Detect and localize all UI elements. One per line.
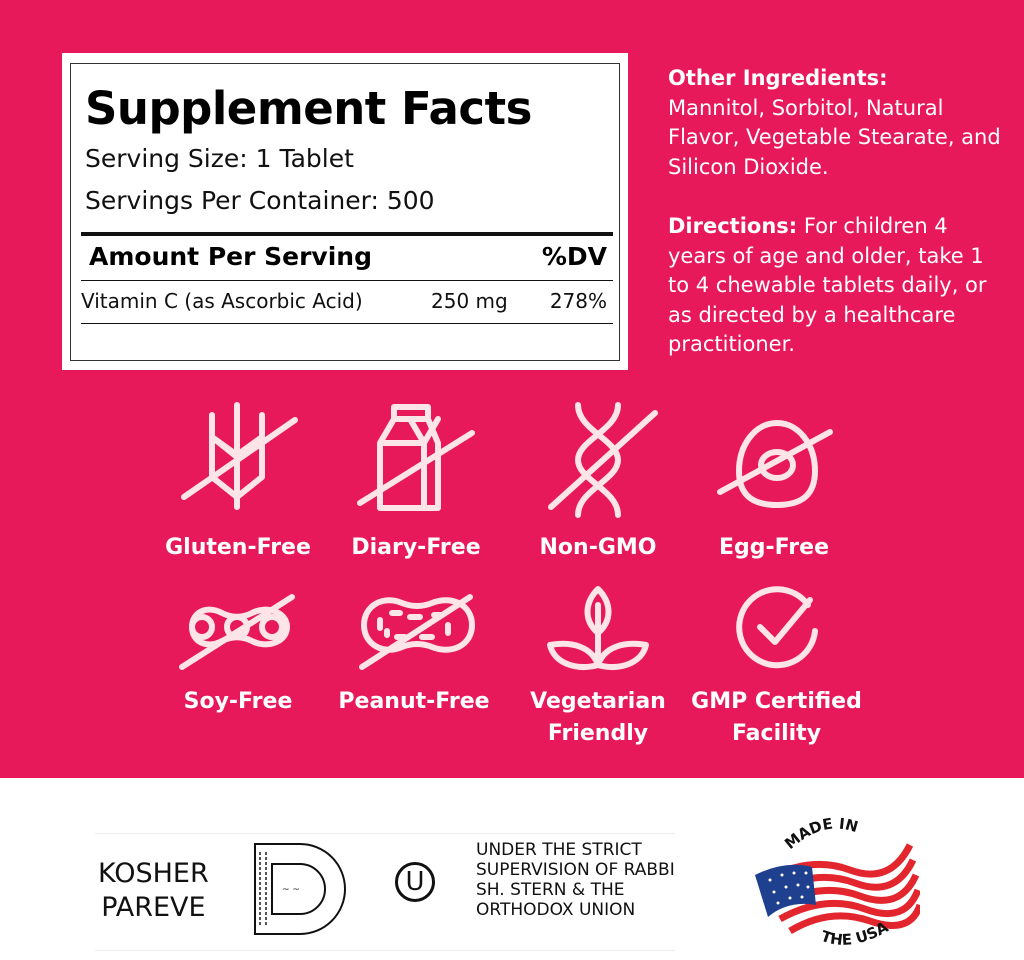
supervision-text: UNDER THE STRICT SUPERVISION OF RABBI SH… — [476, 840, 675, 920]
ingredients-text: Mannitol, Sorbitol, Natural Flavor, Vege… — [668, 95, 1001, 179]
divider — [81, 323, 613, 324]
badge-label: Vegetarian Friendly — [530, 689, 666, 746]
nutrient-name: Vitamin C (as Ascorbic Acid) — [81, 289, 363, 313]
svg-text:THE USA: THE USA — [819, 918, 892, 949]
nutrient-dv: 278% — [549, 289, 607, 313]
egg-crossed-icon — [712, 395, 842, 525]
leaf-plant-icon — [533, 565, 663, 695]
soybean-crossed-icon — [172, 565, 302, 695]
peanut-crossed-icon — [352, 565, 482, 695]
dna-crossed-icon — [533, 395, 663, 525]
the-usa-text: THE USA — [819, 918, 892, 949]
kosher-pareve-label: KOSHER PAREVE — [98, 857, 209, 925]
other-ingredients: Other Ingredients: Mannitol, Sorbitol, N… — [668, 64, 1008, 182]
badge-label: Gluten-Free — [165, 535, 311, 560]
wheat-crossed-icon — [172, 395, 302, 525]
nutrient-amount: 250 mg — [431, 289, 508, 313]
badge-label: Diary-Free — [351, 535, 481, 560]
pareve-text: PAREVE — [101, 892, 206, 923]
directions: Directions: For children 4 years of age … — [668, 212, 988, 360]
amount-per-serving-header: Amount Per Serving — [89, 242, 372, 271]
supplement-facts-panel: Supplement Facts Serving Size: 1 Tablet … — [62, 53, 628, 370]
ingredients-heading: Other Ingredients — [668, 66, 880, 90]
divider — [95, 833, 675, 834]
made-in-text: MADE IN — [781, 815, 860, 853]
divider — [81, 280, 613, 281]
directions-text: For children 4 years of age and older, t… — [668, 214, 987, 356]
check-circle-icon — [712, 565, 842, 695]
kosher-d-seal-icon: ~ ~ — [254, 843, 346, 935]
svg-text:~ ~: ~ ~ — [282, 885, 300, 895]
svg-text:MADE IN: MADE IN — [781, 815, 860, 853]
dv-header: %DV — [541, 242, 607, 271]
kosher-text: KOSHER — [98, 858, 209, 889]
directions-heading: Directions: — [668, 214, 798, 238]
badge-label: Egg-Free — [719, 535, 829, 560]
facts-title: Supplement Facts — [85, 82, 532, 135]
badge-label: Non-GMO — [539, 535, 657, 560]
thick-divider — [81, 232, 613, 236]
badge-label: GMP Certified Facility — [691, 689, 862, 746]
divider — [95, 950, 675, 951]
ou-kosher-symbol-icon: U — [395, 862, 435, 902]
badge-label: Peanut-Free — [338, 689, 490, 714]
serving-size: Serving Size: 1 Tablet — [85, 144, 354, 173]
made-in-usa-flag-icon: MADE IN THE USA — [755, 815, 920, 949]
badge-label: Soy-Free — [183, 689, 293, 714]
servings-per-container: Servings Per Container: 500 — [85, 186, 435, 215]
milk-carton-crossed-icon — [352, 395, 482, 525]
ingredients-colon: : — [879, 66, 888, 90]
